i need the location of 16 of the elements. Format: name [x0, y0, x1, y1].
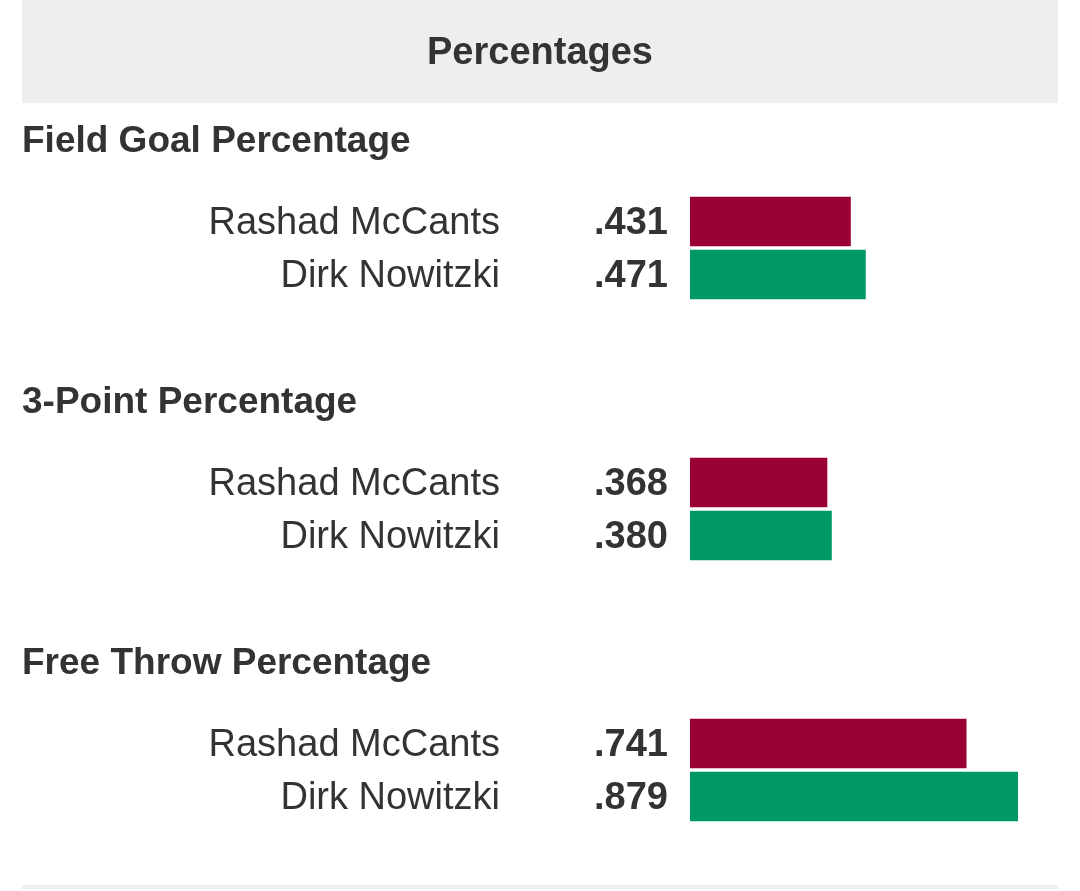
text: Free Throw Percentage	[21, 640, 433, 684]
text: Field Goal Percentage	[21, 118, 412, 162]
y-tick-label: Rashad McCants	[208, 721, 500, 764]
data-label: .741	[594, 721, 668, 764]
text: Percentages	[22, 0, 1058, 103]
data-label: .380	[594, 513, 668, 556]
data-label: .471	[594, 252, 668, 295]
text: 3-Point Percentage	[21, 379, 359, 423]
y-tick-label: Rashad McCants	[208, 460, 500, 503]
y-tick-label: Dirk Nowitzki	[280, 252, 500, 295]
y-tick-label: Dirk Nowitzki	[280, 513, 500, 556]
data-label: .368	[594, 460, 668, 503]
data-label: .431	[594, 199, 668, 242]
data-label: .879	[594, 774, 668, 817]
y-tick-label: Dirk Nowitzki	[280, 774, 500, 817]
y-tick-label: Rashad McCants	[208, 199, 500, 242]
